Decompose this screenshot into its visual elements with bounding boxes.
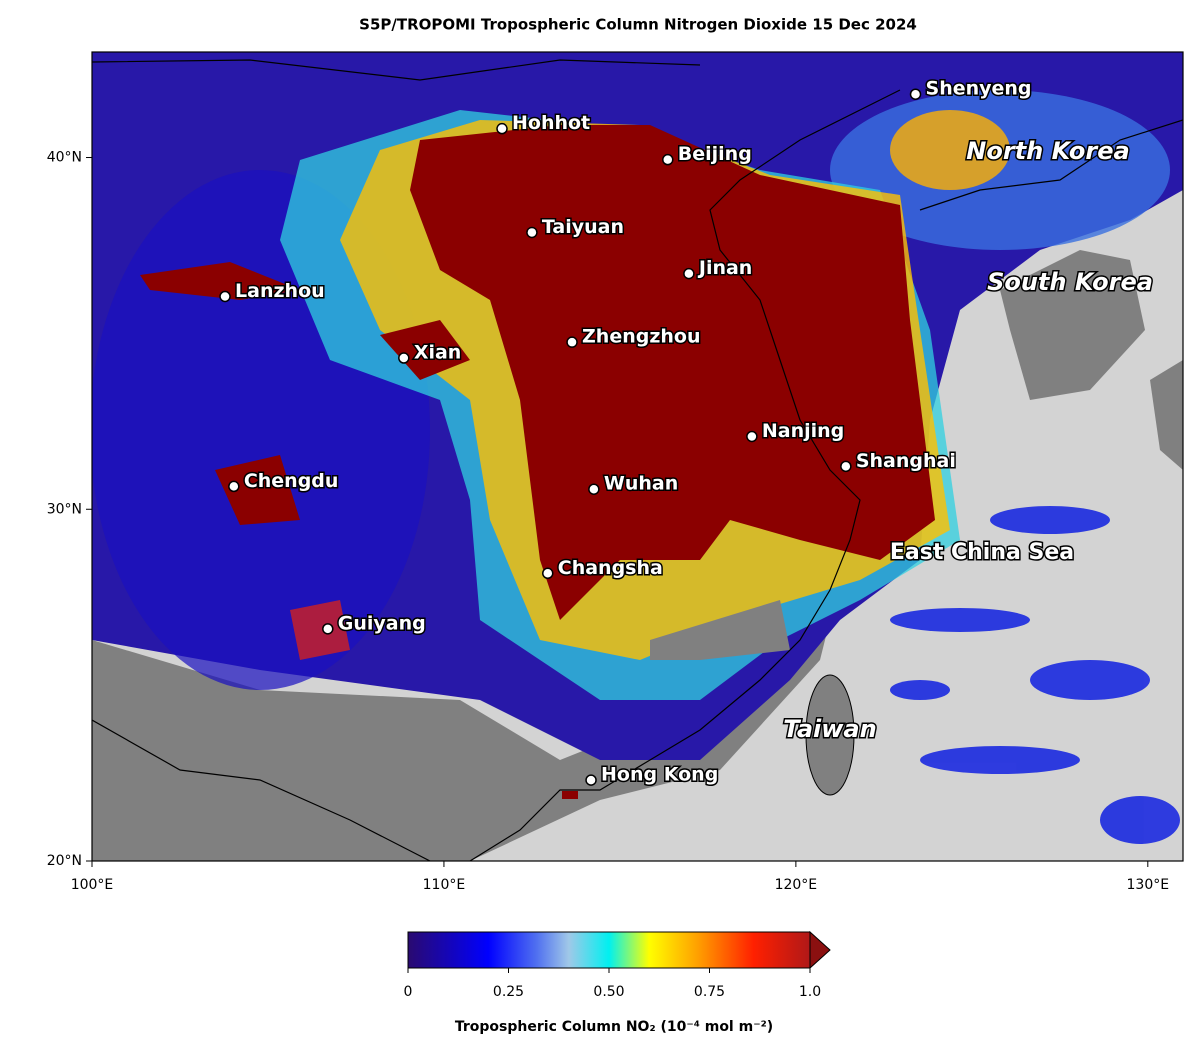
city-label: Changsha [558, 557, 663, 579]
title: S5P/TROPOMI Tropospheric Column Nitrogen… [359, 16, 917, 34]
city-label: Zhengzhou [582, 326, 700, 348]
region-label: East China Sea [890, 540, 1074, 565]
x-tick-label: 100°E [71, 877, 114, 893]
city-label: Taiyuan [542, 216, 624, 238]
colorbar-tick-label: 0.50 [593, 984, 624, 1000]
city-marker [840, 460, 852, 473]
city-marker [588, 483, 600, 495]
city-marker [542, 567, 554, 580]
colorbar-tick-label: 0.75 [694, 984, 725, 1000]
colorbar-tick-label: 0.25 [493, 984, 524, 1000]
city-label: Wuhan [604, 473, 678, 495]
city-label: Chengdu [244, 470, 339, 492]
region-label: North Korea [966, 137, 1129, 165]
city-marker [662, 153, 674, 166]
colorbar-tick-label: 1.0 [799, 984, 821, 1000]
city-marker [746, 430, 758, 443]
y-tick-label: 30°N [47, 501, 82, 517]
city-marker [566, 336, 578, 348]
map-field [92, 52, 1183, 861]
city-marker [683, 267, 695, 280]
city-label: Hong Kong [601, 764, 718, 786]
region-label: South Korea [987, 268, 1153, 296]
map-frame [91, 51, 1184, 862]
city-marker [219, 290, 231, 303]
city-marker [909, 88, 922, 100]
y-tick-label: 40°N [47, 150, 82, 166]
y-tick-label: 20°N [47, 853, 82, 869]
city-marker [322, 623, 334, 635]
x-tick-label: 120°E [775, 877, 818, 893]
city-label: Xian [414, 342, 462, 364]
city-label: Hohhot [512, 112, 590, 134]
colorbar-tick-label: 0 [404, 984, 413, 1000]
colorbar [407, 931, 811, 969]
city-label: Beijing [678, 143, 752, 165]
city-marker [526, 226, 538, 239]
city-label: Lanzhou [235, 280, 325, 302]
city-marker [398, 352, 410, 364]
city-label: Shenyeng [926, 78, 1032, 100]
city-marker [496, 122, 508, 135]
city-label: Jinan [697, 257, 752, 279]
x-tick-label: 130°E [1127, 877, 1170, 893]
region-label: Taiwan [783, 715, 876, 743]
city-label: Shanghai [856, 450, 956, 472]
city-label: Guiyang [338, 612, 426, 634]
colorbar-label: Tropospheric Column NO₂ (10⁻⁴ mol m⁻²) [455, 1019, 773, 1035]
colorbar-extension [809, 930, 831, 970]
city-label: Nanjing [762, 420, 844, 442]
city-marker [228, 480, 240, 493]
city-marker [585, 774, 597, 786]
x-tick-label: 110°E [423, 877, 466, 893]
